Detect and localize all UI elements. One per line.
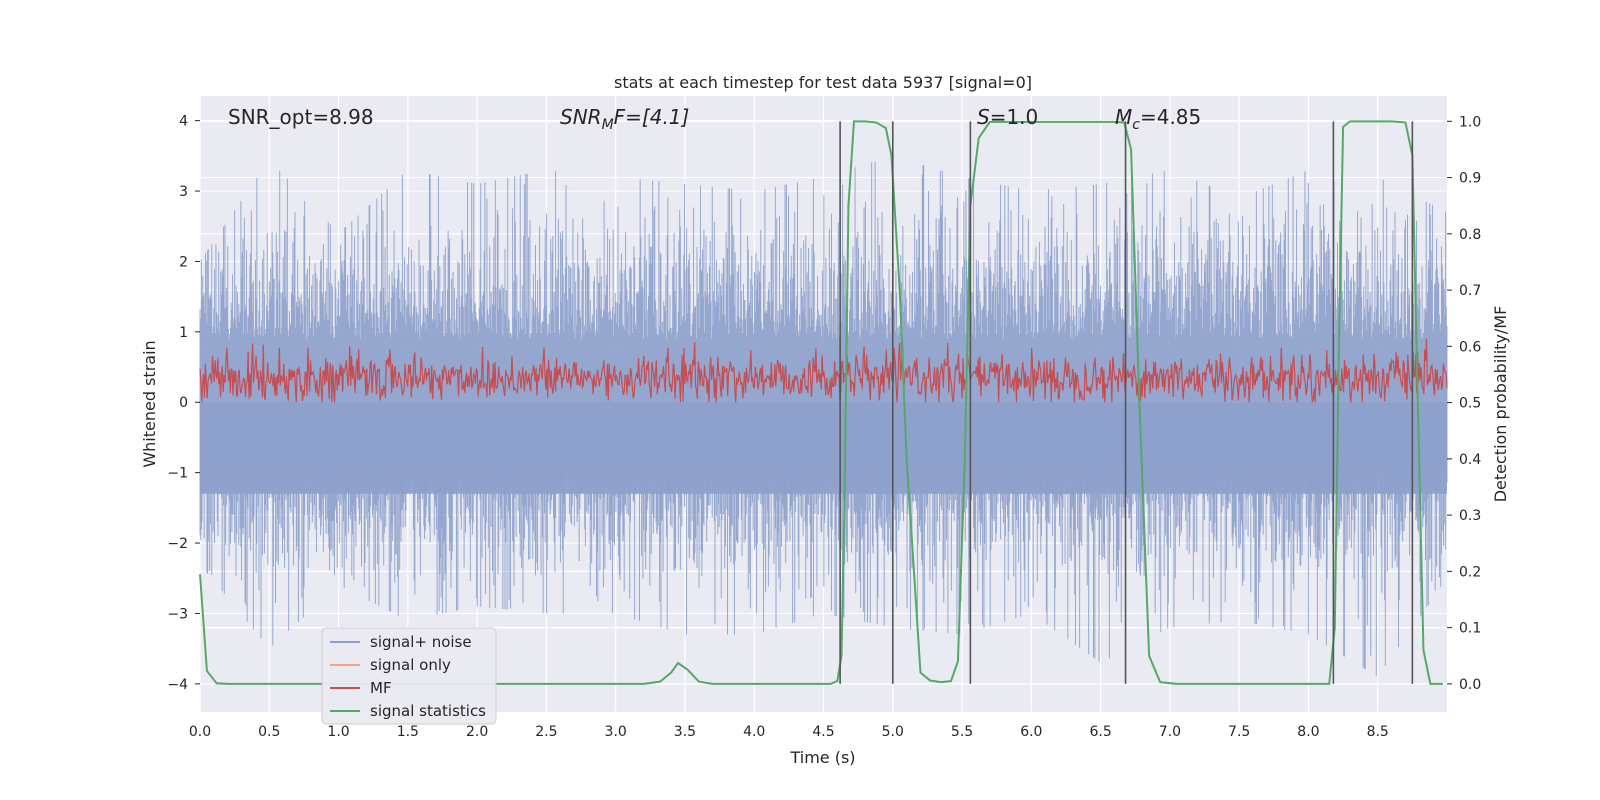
y-right-axis-label: Detection probability/MF [1491, 306, 1510, 503]
vertical-markers [839, 121, 1414, 684]
x-axis-ticks: 0.0 0.5 1.0 1.5 2.0 2.5 3.0 3.5 4.0 4.5 5.0 5.5 6.0 6… [189, 724, 1389, 740]
y-right-tick-label: 1.0 [1459, 114, 1481, 130]
mc-var: M [1115, 105, 1132, 129]
signal-statistics-series [199, 120, 1443, 685]
x-axis-label: Time (s) [789, 748, 855, 767]
x-tick-label: 8.5 [1367, 724, 1389, 740]
x-tick-label: 1.0 [327, 724, 349, 740]
x-tick-label: 4.5 [812, 724, 834, 740]
x-tick-label: 2.0 [466, 724, 488, 740]
x-tick-label: 5.5 [951, 724, 973, 740]
mc-sub: c [1132, 117, 1140, 133]
mf-series [199, 338, 1448, 403]
annotation-s: S=1.0 [977, 105, 1038, 129]
y-right-tick-label: 0.9 [1459, 171, 1481, 187]
y-right-tick-label: 0.5 [1459, 396, 1481, 412]
y-right-tick-label: 0.1 [1459, 621, 1481, 637]
y-right-tick-label: 0.6 [1459, 339, 1481, 355]
y-right-tick-label: 0.3 [1459, 508, 1481, 524]
x-tick-label: 3.5 [674, 724, 696, 740]
x-tick-label: 1.5 [397, 724, 419, 740]
chart-title: stats at each timestep for test data 593… [614, 73, 1032, 92]
y-tick-label: 3 [179, 184, 188, 200]
y-tick-label: 1 [179, 325, 188, 341]
y-right-tick-label: 0.8 [1459, 227, 1481, 243]
annotation-mc: Mc=4.85 [1115, 105, 1201, 133]
legend-box [321, 627, 497, 725]
legend: signal+ noise signal only MF signal statist… [321, 627, 497, 725]
y-axis-label: Whitened strain [140, 340, 159, 467]
y-tick-label: −1 [167, 466, 188, 482]
x-tick-label: 0.5 [258, 724, 280, 740]
y-right-axis-ticks: 1.0 0.9 0.8 0.7 0.6 0.5 0.4 0.3 0.2 0.1 0.0 [1447, 114, 1481, 693]
x-tick-label: 4.0 [743, 724, 765, 740]
x-tick-label: 0.0 [189, 724, 211, 740]
y-tick-label: 4 [179, 114, 188, 130]
s-var: S [977, 105, 990, 129]
signal-noise-core [200, 402, 1447, 494]
snr-mf-base: SNR [560, 105, 602, 129]
x-tick-label: 8.0 [1297, 724, 1319, 740]
y-tick-label: −4 [167, 677, 188, 693]
y-right-tick-label: 0.4 [1459, 452, 1481, 468]
x-tick-label: 3.0 [605, 724, 627, 740]
x-tick-label: 7.5 [1228, 724, 1250, 740]
y-right-tick-label: 0.2 [1459, 564, 1481, 580]
y-tick-label: −2 [167, 536, 188, 552]
legend-label: signal only [370, 656, 451, 674]
x-tick-label: 7.0 [1159, 724, 1181, 740]
y-tick-label: 0 [179, 395, 188, 411]
y-tick-label: 2 [179, 254, 188, 270]
snr-mf-sub: M [602, 117, 614, 133]
annotation-snr-mf: SNRMF=[4.1] [560, 105, 689, 133]
signal-noise-series [199, 161, 1448, 676]
y-tick-label: −3 [167, 606, 188, 622]
y-axis-ticks: 4 3 2 1 0 −1 −2 −3 −4 [167, 114, 200, 693]
y-right-tick-label: 0.0 [1459, 677, 1481, 693]
x-tick-label: 5.0 [882, 724, 904, 740]
x-tick-label: 6.5 [1089, 724, 1111, 740]
signal-statistics-line [199, 120, 1443, 685]
y-right-tick-label: 0.7 [1459, 283, 1481, 299]
annotation-snr-opt: SNR_opt=8.98 [228, 105, 374, 129]
x-tick-label: 2.5 [535, 724, 557, 740]
mf-line [199, 338, 1448, 403]
mc-rest: =4.85 [1140, 105, 1201, 129]
legend-label: signal statistics [370, 702, 486, 720]
legend-label: signal+ noise [370, 633, 472, 651]
snr-mf-rest-italic-f: F=[4.1] [614, 105, 690, 129]
x-tick-label: 6.0 [1020, 724, 1042, 740]
legend-label: MF [370, 679, 392, 697]
s-rest: =1.0 [990, 105, 1039, 129]
